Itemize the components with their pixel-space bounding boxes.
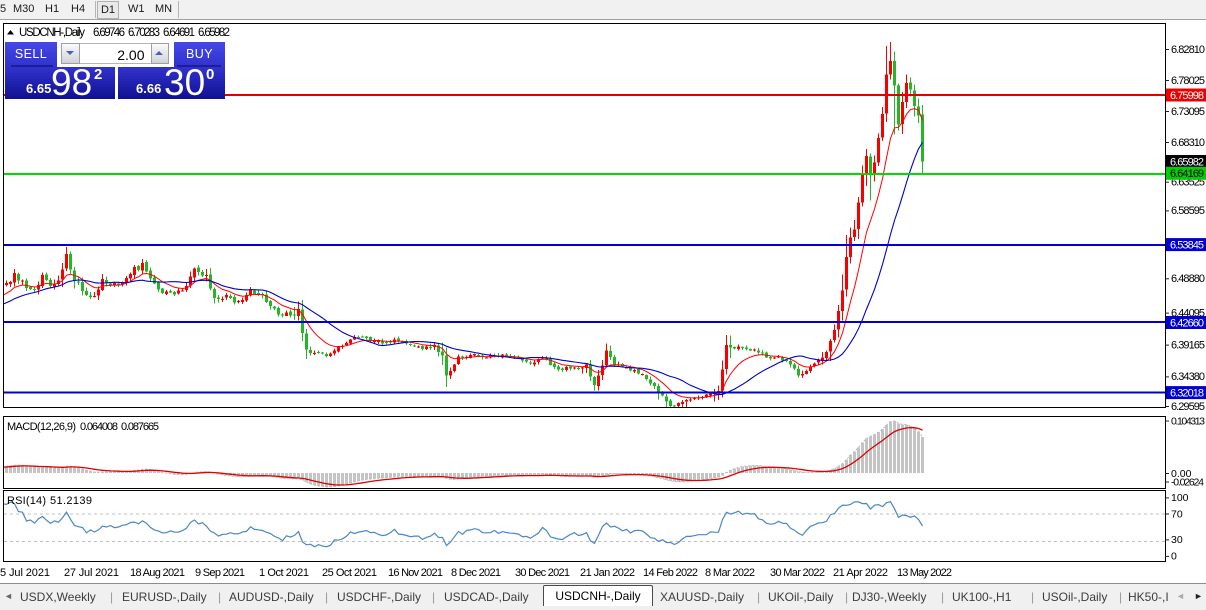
svg-text:13 May 2022: 13 May 2022 [897,567,952,579]
svg-text:21 Apr 2022: 21 Apr 2022 [833,567,888,579]
svg-text:6.65982: 6.65982 [1170,156,1204,168]
svg-text:18 Aug 2021: 18 Aug 2021 [130,567,185,579]
svg-text:0.064008: 0.064008 [80,421,118,433]
svg-text:100: 100 [1171,492,1189,504]
svg-text:6.70283: 6.70283 [128,27,160,39]
svg-text:5 Jul 2021: 5 Jul 2021 [0,567,50,579]
svg-text:RSI(14): RSI(14) [7,495,46,507]
svg-text:30 Dec 2021: 30 Dec 2021 [515,567,570,579]
svg-text:30: 30 [1171,534,1183,546]
svg-text:0.104313: 0.104313 [1171,415,1205,427]
svg-text:6.64691: 6.64691 [163,27,195,39]
svg-text:51.2139: 51.2139 [50,495,92,507]
svg-text:6.69746: 6.69746 [93,27,125,39]
svg-text:6.65982: 6.65982 [198,27,230,39]
svg-text:6.39165: 6.39165 [1171,339,1205,351]
svg-text:6.68310: 6.68310 [1171,137,1205,149]
svg-text:0.087665: 0.087665 [121,421,159,433]
svg-text:6.75998: 6.75998 [1170,90,1204,102]
svg-text:USDCNH-,Daily: USDCNH-,Daily [19,27,85,39]
svg-text:-0.02624: -0.02624 [1171,476,1204,488]
svg-text:30 Mar 2022: 30 Mar 2022 [770,567,825,579]
svg-text:25 Oct 2021: 25 Oct 2021 [322,567,377,579]
svg-text:MACD(12,26,9): MACD(12,26,9) [7,421,76,433]
svg-text:6.42660: 6.42660 [1170,317,1204,329]
svg-text:6.64169: 6.64169 [1170,168,1204,180]
svg-text:6.73095: 6.73095 [1171,106,1205,118]
svg-text:27 Jul 2021: 27 Jul 2021 [64,567,119,579]
svg-text:6.82810: 6.82810 [1171,44,1205,56]
svg-text:6.48880: 6.48880 [1171,273,1205,285]
svg-text:14 Feb 2022: 14 Feb 2022 [643,567,698,579]
svg-text:70: 70 [1171,508,1183,520]
svg-text:21 Jan 2022: 21 Jan 2022 [580,567,635,579]
svg-text:6.78025: 6.78025 [1171,75,1205,87]
svg-text:16 Nov 2021: 16 Nov 2021 [388,567,443,579]
svg-text:6.58595: 6.58595 [1171,205,1205,217]
svg-text:1 Oct 2021: 1 Oct 2021 [259,567,309,579]
svg-text:8 Mar 2022: 8 Mar 2022 [705,567,755,579]
svg-text:0.00: 0.00 [1171,468,1192,480]
svg-text:9 Sep 2021: 9 Sep 2021 [195,567,245,579]
svg-text:8 Dec 2021: 8 Dec 2021 [451,567,501,579]
svg-text:6.53845: 6.53845 [1170,239,1204,251]
svg-text:6.29595: 6.29595 [1171,401,1205,413]
svg-text:6.34380: 6.34380 [1171,371,1205,383]
svg-text:0: 0 [1171,551,1177,563]
svg-text:6.32018: 6.32018 [1170,387,1204,399]
